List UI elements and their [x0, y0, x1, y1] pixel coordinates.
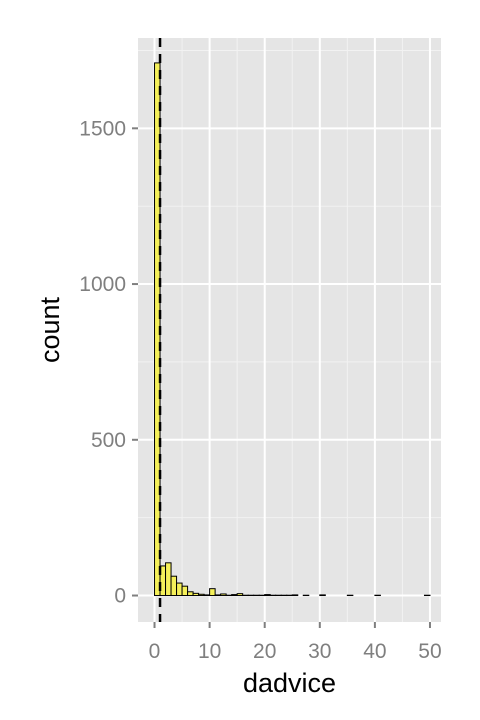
y-tick-label: 0: [114, 585, 126, 608]
histogram-bar: [264, 594, 271, 597]
histogram-bar: [236, 593, 244, 597]
x-tick-label: 20: [253, 640, 276, 663]
histogram-bar: [231, 594, 238, 597]
histogram-bar: [198, 593, 205, 597]
y-axis-title: count: [35, 296, 65, 363]
histogram-bar: [165, 562, 172, 597]
histogram-bar: [187, 591, 194, 597]
histogram-bar: [220, 593, 227, 597]
histogram-bar: [203, 594, 211, 597]
histogram-bar: [319, 594, 326, 597]
histogram-bar: [170, 575, 178, 597]
y-tick-label: 1500: [79, 117, 126, 140]
histogram-bar: [181, 585, 189, 597]
y-axis-tick-labels: 0 500 1000 1500: [79, 117, 126, 607]
histogram-bar: [214, 594, 222, 597]
y-tick-label: 1000: [79, 273, 126, 296]
x-tick-label: 10: [198, 640, 221, 663]
x-tick-label: 30: [308, 640, 331, 663]
y-tick-label: 500: [91, 429, 126, 452]
x-tick-label: 50: [418, 640, 441, 663]
histogram-bar: [291, 594, 299, 597]
histogram-bar: [209, 588, 216, 597]
x-tick-label: 40: [363, 640, 386, 663]
x-axis-title: dadvice: [243, 668, 336, 698]
x-axis-tick-labels: 0 10 20 30 40 50: [149, 640, 442, 663]
histogram-bar: [176, 582, 183, 597]
axis-ticks: [132, 127, 431, 628]
minor-gridlines: [138, 38, 441, 622]
plot-panel: [138, 38, 441, 622]
histogram-bar: [192, 592, 200, 597]
x-tick-label: 0: [149, 640, 161, 663]
